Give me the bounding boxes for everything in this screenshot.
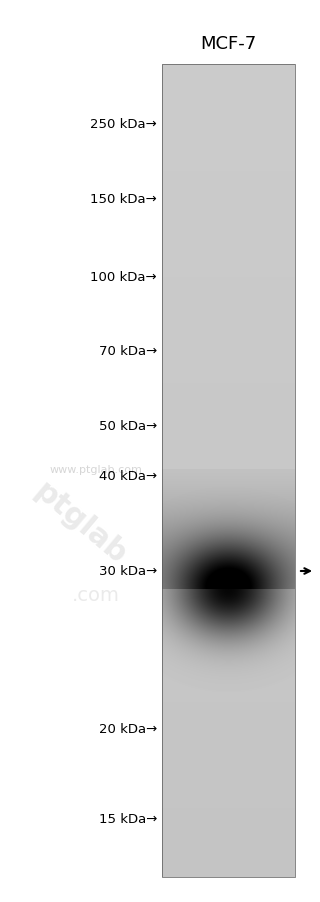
Text: 250 kDa→: 250 kDa→ (90, 118, 157, 132)
Text: MCF-7: MCF-7 (200, 35, 257, 53)
Text: 40 kDa→: 40 kDa→ (99, 470, 157, 483)
Text: ptglab: ptglab (28, 476, 132, 570)
Text: www.ptglab.com: www.ptglab.com (50, 464, 142, 474)
Text: 100 kDa→: 100 kDa→ (90, 272, 157, 284)
Text: 15 kDa→: 15 kDa→ (99, 813, 157, 825)
Text: 50 kDa→: 50 kDa→ (99, 420, 157, 433)
Text: .com: .com (72, 585, 120, 605)
Text: 70 kDa→: 70 kDa→ (99, 345, 157, 358)
Text: 30 kDa→: 30 kDa→ (99, 565, 157, 578)
Text: 150 kDa→: 150 kDa→ (90, 193, 157, 207)
Bar (162, 65, 295, 877)
Text: 20 kDa→: 20 kDa→ (99, 723, 157, 736)
